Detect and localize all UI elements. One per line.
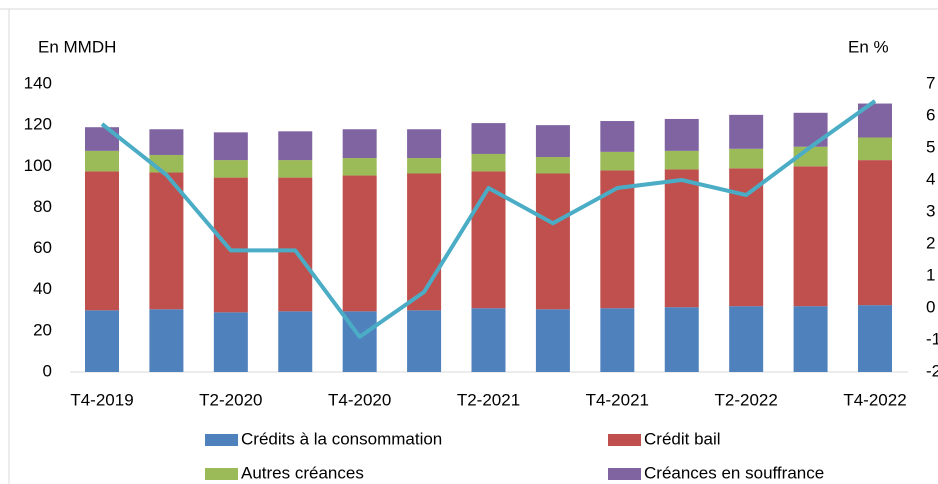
x-tick-label: T4-2021 <box>586 390 649 409</box>
x-tick-label: T4-2020 <box>328 390 391 409</box>
bar-segment <box>85 150 119 172</box>
bar-segment <box>664 118 699 151</box>
bar-segment <box>213 132 248 161</box>
bar-segment <box>858 305 892 372</box>
bar-segment <box>278 177 313 312</box>
legend-swatch <box>205 468 238 480</box>
bar-segment <box>600 308 635 372</box>
bar-segment <box>471 171 506 309</box>
x-tick-label: T4-2019 <box>70 390 133 409</box>
bar-segment <box>729 306 764 372</box>
legend-swatch <box>608 468 641 480</box>
bar-segment <box>471 153 506 172</box>
bar-segment <box>858 160 892 306</box>
bar-segment <box>278 160 313 178</box>
x-tick-label: T2-2021 <box>457 390 520 409</box>
bar-segment <box>535 157 570 174</box>
y2-tick-label: 7 <box>926 73 935 92</box>
bar-segment <box>85 127 119 151</box>
y2-axis-label: En % <box>848 37 889 56</box>
bar-segment <box>664 150 699 170</box>
bar-segment <box>729 168 764 307</box>
y-tick-label: 100 <box>24 156 52 175</box>
bar-segment <box>213 312 248 372</box>
bar-segment <box>600 121 635 152</box>
legend-label: Crédit bail <box>644 429 721 448</box>
bar-segment <box>858 137 892 161</box>
bar-segment <box>407 173 442 311</box>
y2-tick-label: 5 <box>926 137 935 156</box>
y2-tick-label: 4 <box>926 169 935 188</box>
bar-segment <box>213 160 248 178</box>
y2-tick-label: 0 <box>926 297 935 316</box>
bar-segment <box>664 307 699 372</box>
bar-segment <box>85 310 119 372</box>
bar-segment <box>342 158 377 176</box>
bar-segment <box>342 129 377 159</box>
y-tick-label: 20 <box>33 320 52 339</box>
x-tick-label: T2-2020 <box>199 390 262 409</box>
bar-segment <box>793 306 828 372</box>
bar-segment <box>471 123 506 154</box>
legend-label: Crédits à la consommation <box>241 429 442 448</box>
y-tick-label: 80 <box>33 197 52 216</box>
bar-segment <box>85 171 119 311</box>
bar-segment <box>149 172 184 310</box>
x-tick-label: T2-2022 <box>715 390 778 409</box>
x-tick-label: T4-2022 <box>843 390 906 409</box>
bar-segment <box>535 173 570 310</box>
bar-segment <box>535 309 570 372</box>
legend-swatch <box>205 434 238 446</box>
y2-tick-label: -1 <box>926 329 938 348</box>
legend-swatch <box>608 434 641 446</box>
bar-segment <box>664 169 699 308</box>
y2-tick-label: 3 <box>926 201 935 220</box>
legend-label: Autres créances <box>241 463 364 482</box>
bar-segment <box>213 177 248 313</box>
bar-segment <box>278 311 313 372</box>
bar-segment <box>149 309 184 372</box>
y2-tick-label: 6 <box>926 105 935 124</box>
y2-tick-label: 2 <box>926 233 935 252</box>
bar-segment <box>407 310 442 372</box>
legend-label: Créances en souffrance <box>644 463 824 482</box>
bar-segment <box>471 308 506 372</box>
y-tick-label: 40 <box>33 279 52 298</box>
bar-segment <box>149 129 184 155</box>
bar-segment <box>600 170 635 309</box>
bar-segment <box>407 129 442 159</box>
bar-segment <box>342 175 377 312</box>
bar-segment <box>407 158 442 174</box>
y-axis-label: En MMDH <box>38 37 116 56</box>
bar-segment <box>793 166 828 307</box>
bar-segment <box>535 125 570 158</box>
y-tick-label: 0 <box>43 361 52 380</box>
bar-segment <box>600 151 635 171</box>
y-tick-label: 120 <box>24 115 52 134</box>
bar-segment <box>278 131 313 161</box>
bar-segment <box>793 112 828 147</box>
bar-segment <box>729 148 764 169</box>
bar-segment <box>729 114 764 149</box>
y-tick-label: 60 <box>33 238 52 257</box>
y2-tick-label: -2 <box>926 361 938 380</box>
y2-tick-label: 1 <box>926 265 935 284</box>
line-series <box>100 99 877 339</box>
y-tick-label: 140 <box>24 73 52 92</box>
